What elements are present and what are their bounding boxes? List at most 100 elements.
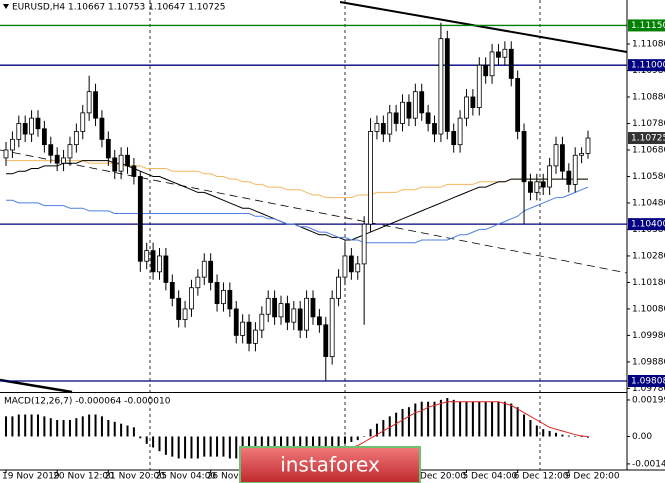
macd-bar [152, 436, 155, 448]
x-tick-label: 21 Nov 20:00 [104, 472, 165, 482]
candle-body [540, 181, 546, 188]
x-tick-label: 20 Nov 12:00 [53, 472, 114, 482]
macd-bar [286, 436, 289, 455]
candle-body [553, 144, 559, 167]
candle-body [342, 255, 348, 278]
candle-body [67, 144, 73, 159]
macd-bar [49, 418, 52, 437]
macd-bar [292, 436, 295, 455]
candle-body [579, 153, 585, 156]
candle-body [259, 313, 265, 331]
macd-bar [478, 401, 481, 437]
y-tick-label: 1.11080 [632, 39, 665, 49]
menu-icon[interactable] [3, 4, 9, 9]
macd-bar [401, 409, 404, 437]
macd-bar [5, 416, 7, 437]
macd-bar [100, 416, 103, 437]
macd-bar [503, 401, 506, 437]
candle-body [419, 91, 425, 114]
candle-body [99, 117, 105, 140]
macd-bar [126, 425, 129, 437]
candle-body [528, 181, 533, 193]
candle-body [489, 51, 495, 77]
candle-body [348, 255, 354, 273]
macd-bar [68, 420, 71, 437]
macd-bar [324, 436, 327, 455]
macd-bar [363, 436, 366, 437]
macd-bar [209, 436, 212, 457]
y2-tick-label: 0.00 [632, 432, 652, 442]
candle-body [41, 128, 47, 146]
candle-body [374, 123, 380, 132]
candle-body [432, 123, 437, 135]
macd-bar [62, 420, 65, 437]
candle-body [412, 91, 418, 119]
macd-bar [158, 436, 161, 452]
price-label-box [628, 19, 665, 32]
price-label-box [628, 59, 665, 72]
macd-bar [343, 436, 346, 444]
candle-body [137, 176, 143, 262]
y-tick-label: 1.09880 [632, 357, 665, 367]
moving-average [6, 160, 588, 199]
macd-bar [30, 414, 33, 437]
y-tick-label: 1.10080 [632, 304, 665, 314]
macd-bar [164, 436, 167, 455]
candle-body [150, 250, 156, 273]
macd-bar [36, 414, 39, 437]
candle-body [323, 324, 329, 358]
candle-body [118, 154, 124, 172]
candle-body [285, 303, 290, 323]
macd-bar [305, 436, 308, 453]
macd-bar [17, 414, 20, 437]
x-tick-label: 9 Dec 20:00 [565, 472, 620, 482]
candle-body [547, 165, 553, 188]
candle-body [176, 297, 182, 320]
candle-body [336, 276, 341, 299]
macd-bar [88, 414, 91, 437]
candle-body [508, 48, 514, 79]
macd-bar [222, 436, 225, 457]
price-label: 1.09808 [631, 376, 665, 386]
candle-body [387, 112, 393, 135]
candle-body [86, 91, 92, 114]
y-tick-label: 1.10880 [632, 92, 665, 102]
macd-bar [203, 436, 206, 457]
macd-bar [446, 398, 449, 437]
candle-body [304, 297, 309, 331]
macd-bar [459, 401, 462, 437]
candle-body [29, 117, 34, 135]
candle-body [22, 123, 28, 135]
macd-bar [113, 421, 116, 437]
macd-bar [273, 436, 276, 455]
candle-body [393, 112, 399, 124]
candle-body [125, 154, 130, 167]
candle-body [214, 282, 220, 305]
trend-line [339, 1, 628, 53]
candle-body [240, 321, 246, 336]
candle-body [169, 282, 175, 299]
candle-body [291, 308, 297, 323]
candle-body [406, 101, 412, 119]
macd-bar [75, 418, 78, 437]
macd-bar [120, 423, 123, 437]
macd-bar [414, 403, 417, 437]
candle-body [476, 64, 482, 108]
macd-bar [337, 436, 340, 448]
macd-bar [107, 420, 110, 437]
macd-bar [280, 436, 283, 455]
candle-body [451, 131, 457, 146]
macd-bar [555, 432, 558, 437]
macd-bar [235, 436, 238, 459]
macd-bar [356, 436, 359, 441]
x-tick-label: 6 Dec 12:00 [514, 472, 569, 482]
y-tick-label: 1.09980 [632, 331, 665, 341]
candle-body [61, 157, 66, 164]
candle-body [80, 112, 86, 132]
macd-bar [184, 436, 187, 459]
candle-body [368, 131, 373, 225]
candle-body [246, 321, 252, 344]
candle-body [93, 91, 98, 119]
candle-body [3, 149, 9, 159]
macd-bar [145, 436, 148, 444]
